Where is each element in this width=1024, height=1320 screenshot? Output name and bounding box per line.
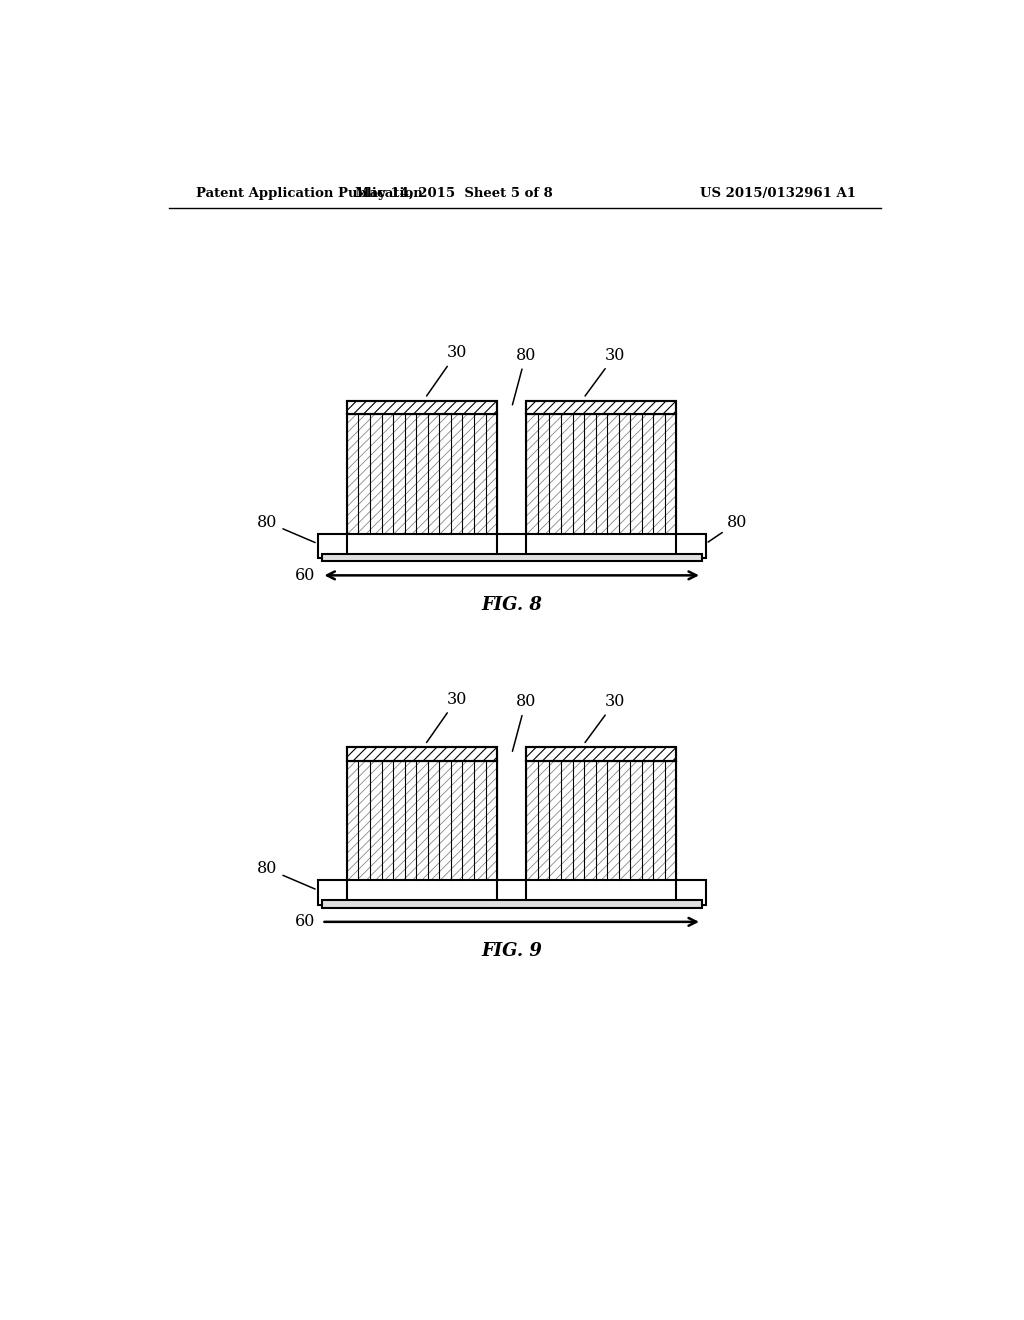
Bar bbox=[347, 400, 497, 414]
Text: 80: 80 bbox=[512, 347, 536, 405]
Bar bbox=[497, 880, 526, 906]
Text: FIG. 8: FIG. 8 bbox=[481, 595, 542, 614]
Text: 60: 60 bbox=[295, 566, 315, 583]
Bar bbox=[347, 747, 497, 760]
Bar bbox=[526, 400, 677, 414]
Bar bbox=[526, 747, 677, 760]
Bar bbox=[526, 400, 677, 414]
Text: 30: 30 bbox=[585, 693, 626, 743]
Bar bbox=[677, 533, 706, 558]
Bar bbox=[347, 747, 497, 760]
Text: 30: 30 bbox=[585, 347, 626, 396]
Bar bbox=[317, 880, 347, 906]
Bar bbox=[322, 900, 701, 908]
Text: 80: 80 bbox=[257, 513, 315, 543]
Text: 60: 60 bbox=[295, 913, 315, 931]
Text: US 2015/0132961 A1: US 2015/0132961 A1 bbox=[700, 186, 856, 199]
Text: Patent Application Publication: Patent Application Publication bbox=[196, 186, 423, 199]
Text: 80: 80 bbox=[708, 513, 748, 543]
Bar bbox=[526, 747, 677, 760]
Bar bbox=[497, 533, 526, 558]
Text: May 14, 2015  Sheet 5 of 8: May 14, 2015 Sheet 5 of 8 bbox=[355, 186, 553, 199]
Text: 30: 30 bbox=[427, 690, 467, 742]
Text: FIG. 9: FIG. 9 bbox=[481, 942, 542, 960]
Text: 80: 80 bbox=[512, 693, 536, 751]
Bar bbox=[677, 880, 706, 906]
Bar bbox=[317, 533, 347, 558]
Text: 30: 30 bbox=[427, 345, 467, 396]
Bar bbox=[347, 400, 497, 414]
Bar bbox=[322, 554, 701, 561]
Text: 80: 80 bbox=[257, 861, 315, 890]
